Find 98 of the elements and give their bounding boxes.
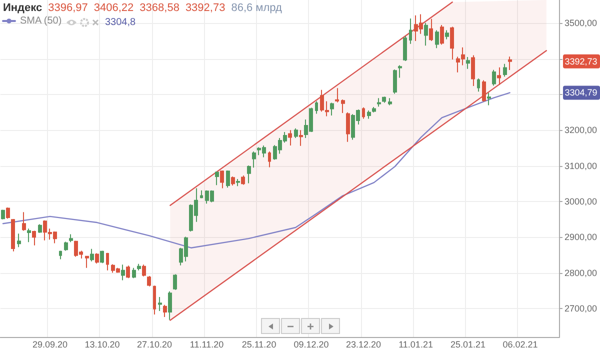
- x-tick-label: 09.12.20: [294, 340, 329, 350]
- candlestick: [137, 263, 141, 271]
- annotation: 3368,58: [140, 2, 180, 14]
- candlestick: [241, 174, 245, 186]
- candlestick: [388, 98, 392, 106]
- candlestick: [372, 106, 376, 113]
- candlestick: [508, 56, 512, 71]
- candlestick: [215, 171, 219, 186]
- annotation: 3304,8: [105, 17, 136, 28]
- candlestick: [429, 18, 433, 42]
- annotation: 86,6 млрд: [231, 2, 282, 14]
- candlestick: [409, 18, 412, 44]
- candlestick: [163, 304, 167, 318]
- candlestick: [330, 102, 334, 116]
- candlestick: [450, 26, 454, 60]
- x-tick-label: 11.01.21: [398, 340, 433, 350]
- y-tick-label: 2800,00: [564, 268, 598, 278]
- x-tick-label: 27.10.20: [136, 340, 172, 350]
- candlestick: [393, 69, 397, 94]
- annotation: 3392,73: [185, 2, 226, 14]
- candlestick: [445, 30, 449, 40]
- candlestick: [1, 209, 5, 220]
- candlestick: [142, 264, 146, 277]
- candlestick: [90, 248, 94, 262]
- candlestick: [346, 112, 350, 142]
- candlestick: [200, 190, 203, 199]
- annotation: 3396,97: [48, 2, 88, 14]
- candlestick: [440, 24, 444, 46]
- candlestick: [299, 130, 303, 146]
- candlestick: [153, 285, 156, 316]
- candlestick: [315, 100, 318, 114]
- x-tick-label: 25.11.20: [242, 340, 276, 350]
- candlestick: [231, 176, 235, 186]
- candlestick: [382, 96, 386, 104]
- y-tick-label: 2900,00: [564, 232, 598, 242]
- y-tick-label: 3100,00: [564, 160, 598, 171]
- candlestick: [6, 207, 10, 220]
- candlestick: [158, 296, 162, 312]
- candlestick: [403, 36, 407, 62]
- candlestick: [487, 92, 491, 106]
- candlestick: [424, 22, 428, 46]
- candlestick: [268, 151, 271, 168]
- y-tick-label: 3000,00: [564, 196, 598, 206]
- candlestick: [288, 130, 292, 146]
- candlestick: [252, 151, 256, 168]
- line-series: [2, 92, 510, 248]
- y-tick-label: 3200,00: [564, 125, 598, 136]
- candlestick: [85, 256, 89, 268]
- y-tick-label: 3500,00: [564, 18, 598, 28]
- candlestick: [59, 250, 62, 260]
- candlestick: [69, 234, 73, 243]
- candlestick: [362, 106, 365, 120]
- candlestick: [22, 212, 26, 232]
- candlestick: [100, 250, 104, 264]
- candlestick: [64, 241, 68, 252]
- text: 3392,73: [564, 56, 598, 66]
- candlestick: [17, 233, 21, 248]
- annotation: 3406,22: [94, 2, 134, 14]
- candlestick: [503, 63, 507, 78]
- candlestick: [95, 252, 99, 264]
- candlestick: [27, 228, 31, 243]
- candlestick: [173, 274, 177, 290]
- candlestick: [482, 80, 486, 102]
- candlestick: [471, 54, 475, 86]
- candlestick: [466, 56, 470, 70]
- candlestick: [121, 264, 125, 281]
- candlestick: [226, 170, 230, 188]
- candlestick: [497, 66, 501, 86]
- y-tick-label: 2700,00: [564, 303, 598, 314]
- candlestick: [367, 110, 371, 120]
- candlestick: [377, 98, 381, 108]
- candlestick: [247, 164, 251, 184]
- text: 3304,79: [564, 88, 598, 98]
- candlestick: [132, 267, 136, 279]
- x-tick-label: 11.11.20: [190, 340, 224, 350]
- candlestick: [220, 170, 224, 189]
- candlestick: [236, 178, 240, 187]
- candlestick: [341, 98, 345, 114]
- candlestick: [294, 128, 298, 139]
- x-tick-label: 06.02.21: [502, 340, 538, 350]
- x-tick-label: 25.01.21: [450, 340, 486, 350]
- candlestick: [398, 64, 402, 78]
- candlestick: [147, 276, 151, 287]
- x-tick-label: 13.10.20: [84, 340, 120, 350]
- legend-label: SMA (50): [20, 16, 62, 26]
- candlestick: [335, 88, 339, 103]
- candlestick: [32, 230, 36, 246]
- candlestick: [106, 252, 109, 271]
- chart-title: Индекс: [3, 2, 42, 14]
- x-tick-label: 29.09.20: [32, 340, 68, 350]
- x-tick-label: 23.12.20: [346, 340, 382, 350]
- candlestick: [38, 224, 42, 234]
- candlestick: [492, 69, 496, 86]
- candlestick: [11, 218, 15, 252]
- candlestick: [168, 290, 172, 320]
- candlestick: [435, 30, 439, 49]
- candlestick: [126, 265, 130, 279]
- candlestick: [477, 78, 480, 92]
